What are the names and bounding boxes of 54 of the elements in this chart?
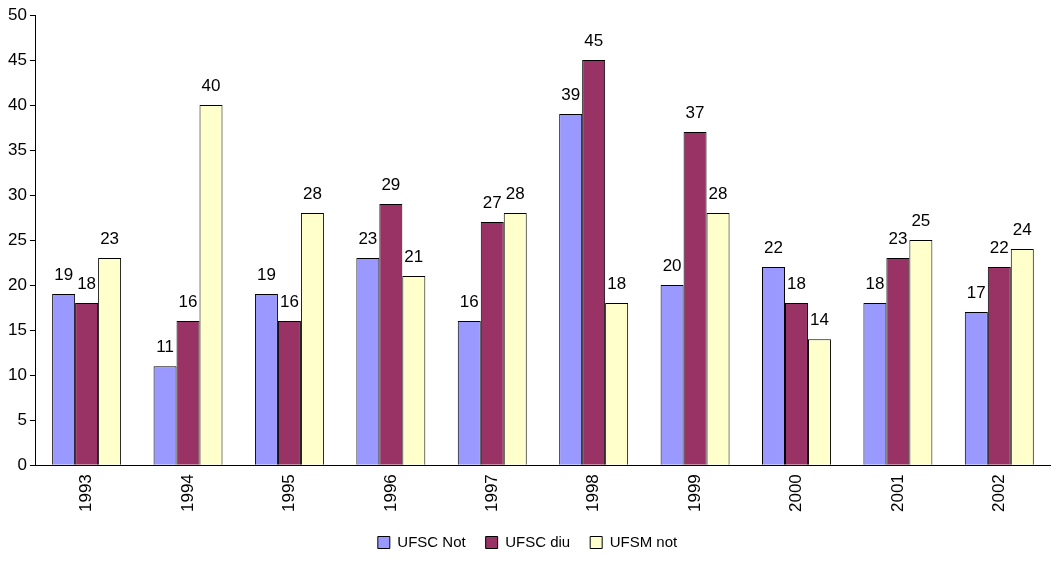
data-label: 28 [505, 184, 525, 204]
y-tick-label: 45 [7, 49, 27, 69]
x-tick-label: 1994 [177, 474, 197, 513]
data-label: 22 [764, 238, 783, 258]
y-tick-label: 15 [7, 319, 27, 339]
legend-label: UFSM not [609, 532, 679, 550]
x-tick-label: 2001 [887, 474, 907, 513]
data-label: 16 [279, 292, 299, 312]
data-label: 40 [201, 76, 221, 96]
data-label: 16 [178, 292, 198, 312]
y-tick-label: 50 [7, 4, 27, 24]
data-label: 24 [1012, 220, 1032, 240]
y-tick-label: 30 [7, 184, 27, 204]
x-tick-label: 1998 [583, 474, 603, 513]
x-tick-label: 1993 [76, 474, 96, 513]
data-label: 23 [358, 229, 378, 249]
data-label: 18 [865, 274, 885, 294]
x-tick-label: 1995 [279, 474, 299, 513]
data-label: 14 [810, 310, 829, 330]
data-label: 18 [787, 274, 806, 294]
data-label: 28 [302, 184, 322, 204]
x-tick-label: 1999 [684, 474, 704, 513]
y-tick-label: 0 [17, 454, 27, 474]
y-tick-label: 35 [7, 139, 27, 159]
data-label: 18 [607, 274, 627, 294]
data-label: 19 [256, 265, 276, 285]
x-tick-label: 1997 [481, 474, 501, 513]
data-label: 27 [482, 193, 502, 213]
data-label: 21 [404, 247, 424, 267]
data-label: 28 [708, 184, 728, 204]
data-label: 25 [911, 211, 931, 231]
data-label: 18 [77, 274, 97, 294]
x-tick-label: 2000 [786, 474, 806, 513]
data-label: 23 [100, 229, 120, 249]
data-label: 39 [561, 85, 581, 105]
data-label: 23 [888, 229, 908, 249]
x-tick-label: 2002 [988, 474, 1008, 513]
data-label: 11 [156, 337, 174, 357]
y-tick-label: 25 [7, 229, 27, 249]
data-label: 20 [662, 256, 682, 276]
y-tick-label: 40 [7, 94, 27, 114]
data-label: 16 [459, 292, 479, 312]
data-label: 19 [54, 265, 74, 285]
data-label: 37 [685, 103, 705, 123]
legend-label: UFSC diu [505, 532, 571, 550]
legend-label: UFSC Not [397, 532, 467, 550]
y-tick-label: 10 [7, 364, 27, 384]
data-label: 45 [584, 31, 604, 51]
y-tick-label: 20 [7, 274, 27, 294]
data-label: 22 [989, 238, 1009, 258]
y-tick-label: 5 [17, 409, 27, 429]
data-label: 17 [966, 283, 986, 303]
data-label: 29 [381, 175, 401, 195]
x-tick-label: 1996 [380, 474, 400, 513]
